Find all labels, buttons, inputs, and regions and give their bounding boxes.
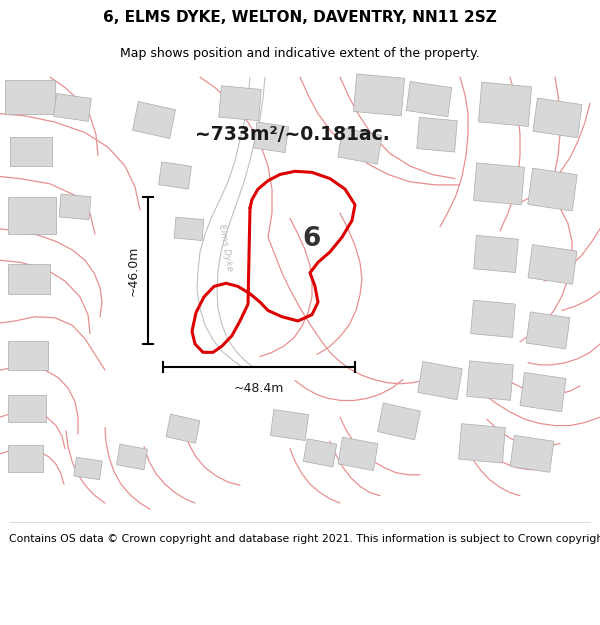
Polygon shape: [478, 82, 532, 126]
Polygon shape: [74, 458, 102, 480]
Polygon shape: [59, 194, 91, 220]
Polygon shape: [271, 409, 308, 441]
Bar: [10, 137, 52, 166]
Polygon shape: [467, 361, 514, 401]
Bar: [8, 395, 46, 422]
Text: Contains OS data © Crown copyright and database right 2021. This information is : Contains OS data © Crown copyright and d…: [9, 534, 600, 544]
Polygon shape: [528, 168, 577, 211]
Bar: [5, 80, 55, 114]
Text: 6: 6: [303, 226, 321, 253]
Polygon shape: [473, 163, 524, 205]
Text: 6, ELMS DYKE, WELTON, DAVENTRY, NN11 2SZ: 6, ELMS DYKE, WELTON, DAVENTRY, NN11 2SZ: [103, 11, 497, 26]
Polygon shape: [53, 94, 91, 121]
Polygon shape: [418, 361, 463, 400]
Polygon shape: [338, 128, 382, 164]
Polygon shape: [158, 162, 191, 189]
Polygon shape: [116, 444, 148, 470]
Polygon shape: [417, 118, 457, 152]
Polygon shape: [470, 300, 515, 338]
Polygon shape: [528, 244, 577, 284]
Polygon shape: [406, 81, 452, 117]
Text: ~48.4m: ~48.4m: [234, 382, 284, 394]
Polygon shape: [338, 437, 378, 471]
Polygon shape: [533, 98, 582, 138]
Polygon shape: [219, 86, 261, 121]
Bar: [8, 446, 43, 472]
Polygon shape: [377, 403, 421, 440]
Polygon shape: [174, 217, 204, 241]
Polygon shape: [510, 436, 554, 472]
Text: ~46.0m: ~46.0m: [127, 246, 140, 296]
Text: Elms Dyke: Elms Dyke: [217, 224, 235, 272]
Polygon shape: [353, 74, 404, 116]
Polygon shape: [526, 312, 570, 349]
Bar: [8, 198, 56, 234]
Polygon shape: [520, 372, 566, 412]
Text: Map shows position and indicative extent of the property.: Map shows position and indicative extent…: [120, 48, 480, 61]
Text: ~733m²/~0.181ac.: ~733m²/~0.181ac.: [195, 125, 390, 144]
Polygon shape: [304, 439, 337, 467]
Polygon shape: [458, 424, 505, 463]
Bar: [8, 341, 48, 370]
Polygon shape: [133, 101, 175, 139]
Polygon shape: [253, 122, 289, 152]
Polygon shape: [166, 414, 200, 443]
Polygon shape: [473, 236, 518, 272]
Bar: [8, 264, 50, 294]
